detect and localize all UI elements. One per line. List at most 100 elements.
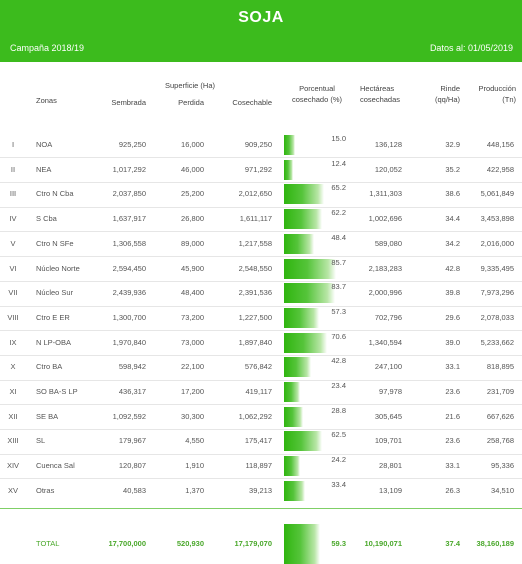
cell-rinde: 21.6 — [445, 411, 460, 421]
harvest-pct-label: 24.2 — [331, 455, 346, 465]
zone-number: VIII — [7, 312, 19, 322]
cell-perdida: 1,370 — [185, 485, 204, 495]
cell-cosechable: 1,217,558 — [238, 238, 272, 248]
cell-produccion: 95,336 — [491, 461, 514, 471]
col-header-cosechable: Cosechable — [232, 98, 272, 107]
cell-produccion: 2,078,033 — [480, 312, 514, 322]
cell-cosechable: 1,897,840 — [238, 337, 272, 347]
zone-name: Otras — [36, 485, 55, 495]
harvest-pct-bar — [284, 332, 327, 353]
cell-cosechable: 2,012,650 — [238, 189, 272, 199]
cell-sembrada: 1,017,292 — [112, 164, 146, 174]
cell-sembrada: 1,970,840 — [112, 337, 146, 347]
harvest-pct-label: 85.7 — [331, 257, 346, 267]
harvest-pct-label: 65.2 — [331, 183, 346, 193]
cell-hectareas: 1,002,696 — [368, 214, 402, 224]
cell-perdida: 46,000 — [181, 164, 204, 174]
harvest-pct-bar — [284, 233, 315, 254]
harvest-pct-bar — [284, 159, 294, 180]
col-header-porcentual-line2: cosechado (%) — [291, 95, 343, 104]
zone-name: Núcleo Norte — [36, 263, 80, 273]
cell-perdida: 73,200 — [181, 312, 204, 322]
col-header-produccion-line1: Producción — [478, 84, 516, 93]
cell-hectareas: 109,701 — [374, 436, 402, 446]
row-divider — [0, 354, 522, 356]
cell-sembrada: 40,583 — [123, 485, 146, 495]
col-header-zonas: Zonas — [36, 96, 57, 105]
zone-name: SO BA-S LP — [36, 387, 78, 396]
zone-number: II — [10, 164, 16, 174]
cell-perdida: 48,400 — [181, 288, 204, 298]
harvest-pct-bar — [284, 357, 311, 378]
cell-sembrada: 1,306,558 — [112, 238, 146, 248]
harvest-pct-label: 28.8 — [331, 405, 346, 415]
harvest-pct-bar — [284, 456, 301, 477]
cell-hectareas: 13,109 — [379, 485, 402, 495]
cell-rinde: 33.1 — [445, 362, 460, 372]
zone-number: XII — [8, 411, 18, 421]
total-cell-rinde: 37.4 — [445, 539, 460, 548]
campaign-label: Campaña 2018/19 — [10, 43, 85, 53]
cell-produccion: 3,453,898 — [480, 214, 514, 224]
cell-sembrada: 120,807 — [118, 461, 146, 471]
col-header-produccion-line2: (Tn) — [502, 95, 516, 104]
harvest-pct-bar — [284, 480, 306, 501]
zone-number: IX — [9, 337, 17, 347]
cell-cosechable: 2,391,536 — [238, 288, 272, 298]
harvest-pct-bar — [284, 431, 323, 452]
cell-sembrada: 179,967 — [118, 436, 146, 446]
cell-cosechable: 971,292 — [244, 164, 272, 174]
harvest-pct-bar — [284, 283, 335, 304]
zone-name: Ctro N SFe — [36, 238, 74, 248]
zone-name: N LP-OBA — [36, 337, 72, 347]
cell-cosechable: 1,611,117 — [239, 214, 272, 224]
total-harvest-pct-bar — [284, 524, 321, 564]
zone-number: V — [10, 238, 16, 248]
cell-rinde: 34.2 — [445, 238, 460, 248]
cell-hectareas: 28,801 — [379, 461, 402, 471]
cell-hectareas: 305,645 — [374, 411, 402, 421]
cell-hectareas: 702,796 — [374, 312, 402, 322]
cell-perdida: 22,100 — [181, 362, 204, 372]
harvest-pct-label: 62.5 — [331, 430, 346, 440]
harvest-pct-bar — [284, 382, 300, 402]
zone-number: VI — [9, 263, 17, 273]
cell-perdida: 25,200 — [181, 189, 204, 199]
col-header-perdida: Perdida — [178, 98, 204, 107]
cell-hectareas: 247,100 — [374, 362, 402, 372]
cell-cosechable: 175,417 — [244, 436, 272, 446]
cell-perdida: 30,300 — [181, 411, 204, 421]
harvest-pct-label: 12.4 — [331, 158, 346, 168]
col-header-hectareas-line2: cosechadas — [360, 95, 401, 104]
cell-rinde: 29.6 — [445, 312, 460, 322]
harvest-pct-label: 62.2 — [331, 208, 346, 218]
total-label: TOTAL — [36, 539, 60, 548]
cell-rinde: 26.3 — [445, 485, 460, 495]
col-header-hectareas: Hectáreas cosechadas — [360, 83, 400, 105]
cell-produccion: 448,156 — [486, 140, 514, 149]
cell-rinde: 38.6 — [445, 189, 460, 199]
cell-hectareas: 1,340,594 — [368, 337, 402, 347]
col-header-rinde-line1: Rinde — [440, 84, 460, 93]
zone-name: SL — [36, 436, 46, 446]
cell-produccion: 2,016,000 — [480, 238, 514, 248]
cell-sembrada: 1,300,700 — [112, 312, 146, 322]
total-cell-produccion: 38,160,189 — [476, 539, 514, 548]
row-divider — [0, 206, 522, 208]
cell-cosechable: 2,548,550 — [238, 263, 272, 273]
zone-number: XIII — [7, 436, 19, 446]
row-divider — [0, 404, 522, 406]
cell-hectareas: 136,128 — [374, 140, 402, 149]
cell-cosechable: 39,213 — [249, 485, 272, 495]
data-date-label: Datos al: 01/05/2019 — [429, 43, 513, 53]
zone-number: VII — [8, 288, 18, 298]
cell-sembrada: 436,317 — [118, 387, 146, 396]
cell-rinde: 23.6 — [445, 387, 460, 396]
cell-rinde: 39.0 — [445, 337, 460, 347]
harvest-pct-label: 83.7 — [331, 282, 346, 292]
header-banner: SOJA Campaña 2018/19 Datos al: 01/05/201… — [0, 0, 522, 62]
cell-sembrada: 598,942 — [118, 362, 146, 372]
cell-perdida: 89,000 — [181, 238, 204, 248]
cell-cosechable: 909,250 — [244, 140, 272, 149]
cell-rinde: 32.9 — [445, 140, 460, 149]
